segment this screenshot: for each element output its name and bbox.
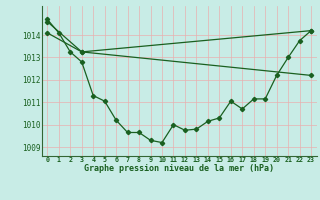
X-axis label: Graphe pression niveau de la mer (hPa): Graphe pression niveau de la mer (hPa)	[84, 164, 274, 173]
